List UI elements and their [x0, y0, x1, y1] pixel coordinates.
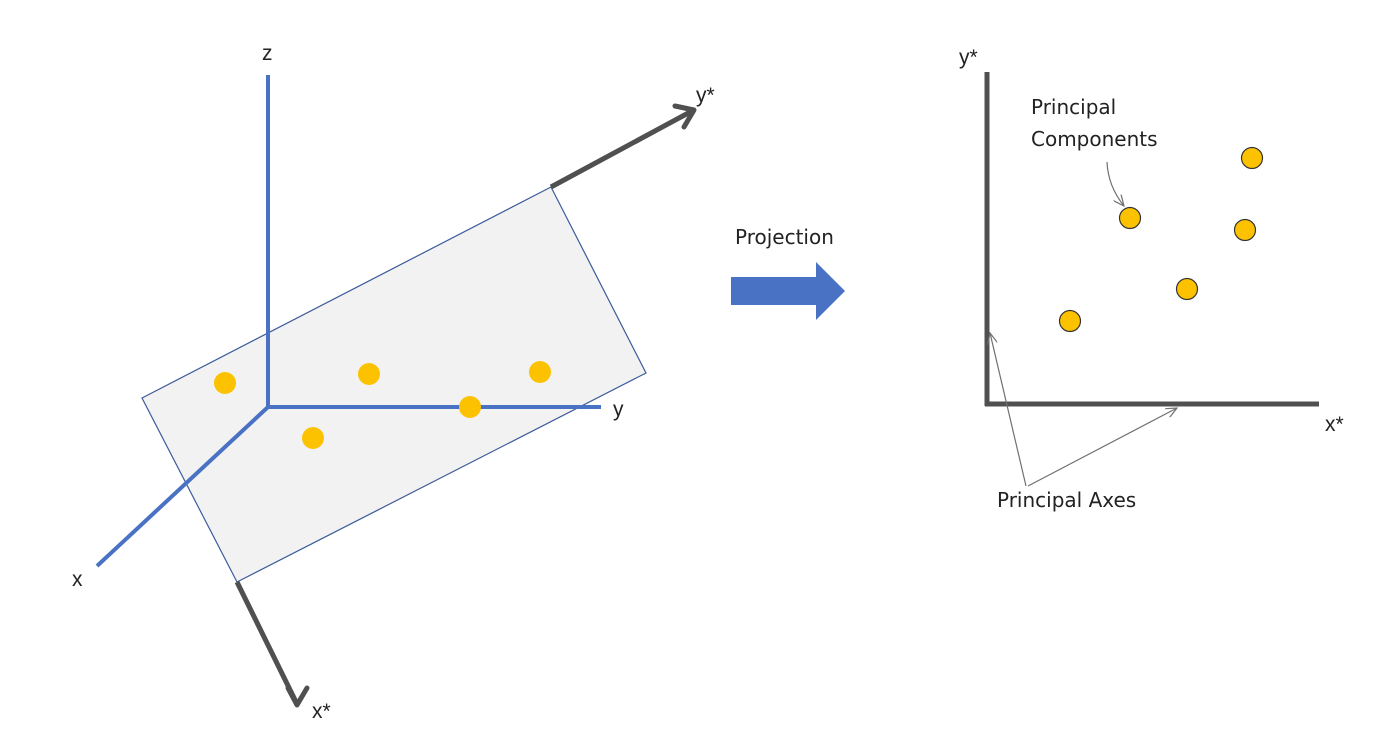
- data-points-3d: [214, 361, 551, 449]
- projected-point: [1240, 146, 1264, 170]
- annotation-pointer: [990, 333, 1027, 487]
- principal-components-label-line1: Principal: [1031, 95, 1116, 119]
- projection-label: Projection: [735, 225, 834, 249]
- projected-point: [1175, 277, 1199, 301]
- right-2d-panel: y* x* Principal Components Principal Axe…: [959, 46, 1344, 512]
- y-star-axis-label: y*: [696, 84, 715, 107]
- principal-axis-x-star: [234, 580, 310, 708]
- left-3d-panel: z y x y* x*: [72, 42, 715, 723]
- z-axis-label: z: [262, 42, 273, 65]
- data-point: [302, 427, 324, 449]
- projected-point: [1233, 218, 1257, 242]
- principal-axis-y-star: [549, 103, 697, 190]
- principal-axes-annotation: Principal Axes: [990, 333, 1177, 512]
- data-point: [214, 372, 236, 394]
- y-star-axis-label-2d: y*: [959, 46, 978, 69]
- projected-points: [1058, 146, 1264, 333]
- annotation-pointer: [1106, 161, 1124, 206]
- arrowhead-icon: [672, 103, 697, 130]
- right-block-arrow-icon: [731, 262, 845, 320]
- data-point: [459, 396, 481, 418]
- annotation-pointer: [1027, 408, 1177, 487]
- principal-components-label-line2: Components: [1031, 127, 1158, 151]
- x-star-axis-label-2d: x*: [1325, 413, 1344, 436]
- arrowhead-icon: [285, 685, 310, 708]
- projection-indicator: Projection: [731, 225, 845, 320]
- data-point: [358, 363, 380, 385]
- x-axis: [95, 405, 270, 568]
- projection-plane: [141, 186, 647, 583]
- projected-point: [1058, 309, 1082, 333]
- principal-axes-label: Principal Axes: [997, 488, 1136, 512]
- principal-components-annotation: Principal Components: [1031, 95, 1158, 206]
- x-axis-label: x: [72, 568, 83, 591]
- projected-point: [1118, 206, 1142, 230]
- y-axis-label: y: [613, 398, 624, 421]
- data-point: [529, 361, 551, 383]
- x-star-axis-label: x*: [312, 700, 331, 723]
